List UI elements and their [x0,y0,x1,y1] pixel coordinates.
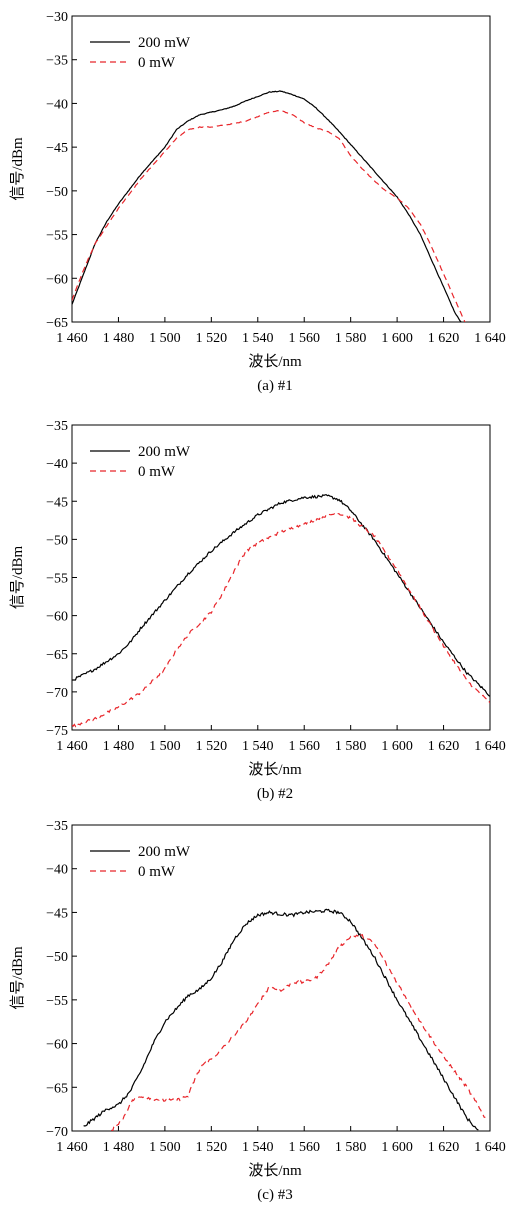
panel-caption: (c) #3 [257,1187,292,1203]
x-tick-label: 1 480 [103,1140,135,1155]
x-tick-label: 1 500 [149,331,181,346]
chart-panel-1: 1 460 1 480 1 500 1 520 1 540 1 560 1 580 1 600… [9,10,506,394]
legend-label: 0 mW [138,464,176,480]
x-tick-label: 1 480 [103,739,135,754]
y-tick-label: −45 [46,906,68,921]
x-tick-label: 1 640 [474,1140,506,1155]
y-tick-label: −40 [46,863,68,878]
x-tick-label: 1 540 [242,1140,274,1155]
x-tick-label: 1 520 [196,739,228,754]
y-tick-label: −70 [46,686,68,701]
x-tick-label: 1 500 [149,739,181,754]
legend-label: 0 mW [138,55,176,71]
plot-frame [71,824,491,1132]
x-tick-label: 1 580 [335,1140,367,1155]
x-tick-label: 1 600 [381,1140,413,1155]
legend-label: 0 mW [138,864,176,880]
legend-label: 200 mW [138,35,191,51]
x-tick-label: 1 520 [196,331,228,346]
y-axis-title: 信号/dBm [9,545,26,609]
chart-panel-3: 1 460 1 480 1 500 1 520 1 540 1 560 1 580 1 600… [9,819,506,1203]
x-tick-label: 1 580 [335,739,367,754]
legend-label: 200 mW [138,444,191,460]
y-tick-label: −55 [46,229,68,244]
series-line-0mw [72,109,466,322]
y-tick-label: −55 [46,572,68,587]
x-tick-label: 1 560 [288,1140,320,1155]
x-tick-label: 1 460 [56,1140,88,1155]
plot-frame [71,424,491,731]
series-line-200mw [72,494,490,697]
x-axis-title: 波长/nm [248,1162,302,1179]
y-axis-title: 信号/dBm [9,137,26,201]
x-tick-label: 1 540 [242,739,274,754]
x-tick-label: 1 460 [56,739,88,754]
y-tick-label: −45 [46,495,68,510]
y-tick-label: −45 [46,141,68,156]
y-tick-label: −60 [46,272,68,287]
y-tick-label: −55 [46,994,68,1009]
series-line-200mw [83,908,479,1131]
y-tick-label: −70 [46,1125,68,1140]
x-tick-label: 1 560 [288,739,320,754]
series-line-0mw [111,933,486,1131]
y-tick-label: −50 [46,185,68,200]
y-tick-label: −40 [46,97,68,112]
x-tick-label: 1 600 [381,739,413,754]
y-tick-label: −60 [46,1038,68,1053]
panel-caption: (b) #2 [257,786,293,802]
y-tick-label: −65 [46,316,68,331]
x-tick-label: 1 620 [428,331,460,346]
y-tick-label: −65 [46,1081,68,1096]
x-tick-label: 1 640 [474,331,506,346]
series-line-0mw [72,513,490,728]
y-tick-label: −35 [46,54,68,69]
y-tick-label: −35 [46,819,68,834]
y-tick-label: −35 [46,419,68,434]
x-tick-label: 1 620 [428,1140,460,1155]
legend-label: 200 mW [138,844,191,860]
x-tick-label: 1 620 [428,739,460,754]
series-line-200mw [72,90,462,322]
y-tick-label: −50 [46,533,68,548]
x-tick-label: 1 540 [242,331,274,346]
y-tick-label: −40 [46,457,68,472]
x-axis-title: 波长/nm [248,353,302,370]
x-tick-label: 1 640 [474,739,506,754]
y-tick-label: −30 [46,10,68,25]
x-tick-label: 1 580 [335,331,367,346]
x-tick-label: 1 520 [196,1140,228,1155]
y-tick-label: −50 [46,950,68,965]
y-axis-title: 信号/dBm [9,946,26,1010]
x-tick-label: 1 460 [56,331,88,346]
y-tick-label: −60 [46,610,68,625]
plot-frame [71,15,491,323]
x-tick-label: 1 500 [149,1140,181,1155]
x-tick-label: 1 560 [288,331,320,346]
chart-panel-2: 1 460 1 480 1 500 1 520 1 540 1 560 1 580 1 600… [9,419,506,802]
y-tick-label: −65 [46,648,68,663]
x-axis-title: 波长/nm [248,761,302,778]
panel-caption: (a) #1 [257,378,292,394]
y-tick-label: −75 [46,724,68,739]
x-tick-label: 1 600 [381,331,413,346]
x-tick-label: 1 480 [103,331,135,346]
